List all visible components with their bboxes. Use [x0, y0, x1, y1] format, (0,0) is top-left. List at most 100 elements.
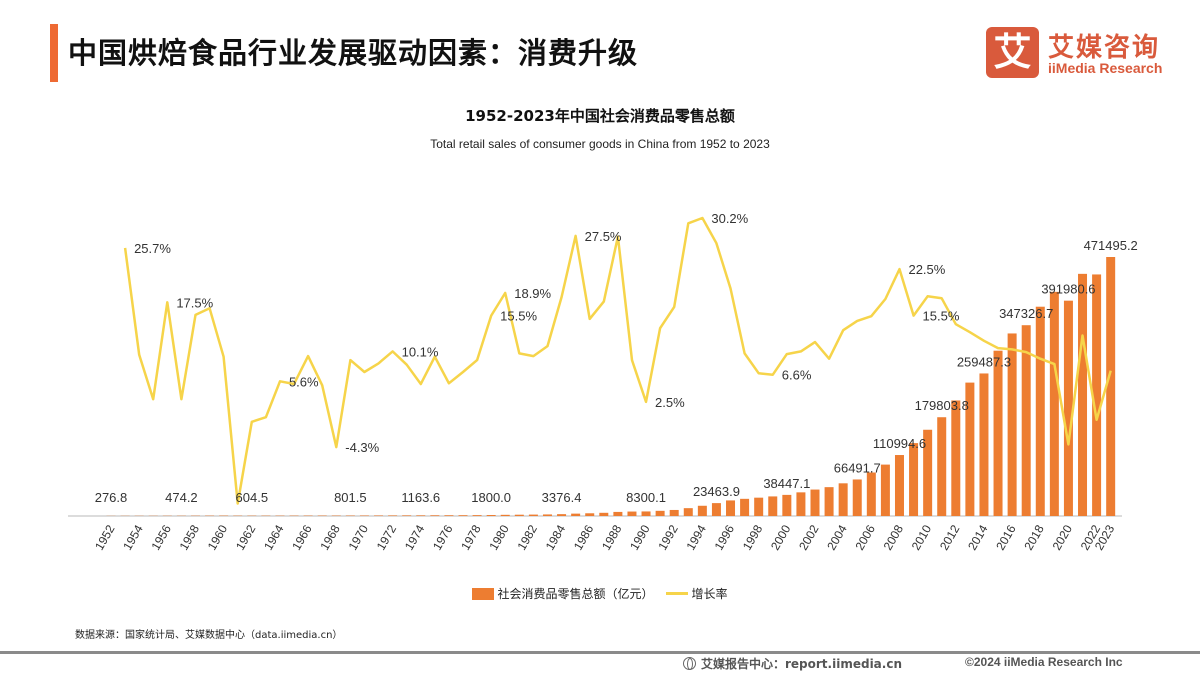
bar-2021	[1078, 273, 1088, 516]
bar-value-label: 1163.6	[401, 490, 440, 505]
bar-2022	[1092, 274, 1102, 516]
growth-value-label: -4.3%	[345, 440, 379, 455]
bar-1985	[571, 513, 581, 516]
footer-divider	[0, 651, 1200, 654]
bar-2008	[894, 455, 904, 516]
bar-1976	[444, 515, 454, 516]
bar-value-label: 347326.7	[999, 306, 1053, 321]
bar-1992	[669, 509, 679, 516]
growth-value-label: 2.5%	[655, 395, 685, 410]
bar-value-label: 471495.2	[1084, 238, 1138, 253]
page-title: 中国烘焙食品行业发展驱动因素：消费升级	[68, 36, 639, 70]
legend-bar-label: 社会消费品零售总额（亿元）	[497, 587, 654, 601]
bar-1995	[711, 503, 721, 516]
bar-value-label: 38447.1	[763, 476, 810, 491]
bar-1998	[754, 497, 764, 516]
bar-value-label: 801.5	[334, 490, 367, 505]
bar-2009	[909, 443, 919, 516]
bar-1974	[416, 515, 426, 516]
bar-2005	[852, 479, 862, 516]
x-tick-label: 2006	[852, 522, 878, 552]
bar-1987	[599, 512, 609, 516]
bar-1972	[388, 515, 398, 516]
bar-2016	[1007, 333, 1017, 516]
x-tick-label: 1970	[346, 522, 372, 552]
bar-1980	[500, 514, 510, 516]
x-tick-label: 1986	[571, 522, 597, 552]
x-tick-label: 1992	[655, 522, 681, 552]
bar-1981	[514, 514, 524, 516]
footer-report-center: 艾媒报告中心：report.iimedia.cn	[683, 655, 902, 672]
logo-en: iiMedia Research	[1048, 60, 1163, 76]
bar-1996	[726, 500, 736, 516]
growth-value-label: 5.6%	[289, 374, 319, 389]
bar-1994	[697, 505, 707, 516]
bar-value-label: 3376.4	[542, 490, 582, 505]
x-tick-label: 1984	[543, 522, 569, 552]
bar-1991	[655, 510, 665, 516]
footer-copyright: ©2024 iiMedia Research Inc	[965, 655, 1123, 669]
growth-value-label: 25.7%	[134, 241, 171, 256]
bar-value-label: 1800.0	[471, 490, 511, 505]
x-tick-label: 1956	[148, 522, 174, 552]
growth-value-label: 30.2%	[711, 211, 748, 226]
chart-subtitle: Total retail sales of consumer goods in …	[430, 137, 770, 151]
title-accent-bar	[50, 24, 58, 82]
bar-1988	[613, 511, 623, 516]
bar-1999	[768, 496, 778, 516]
x-tick-label: 2020	[1050, 522, 1076, 552]
x-tick-label: 1962	[233, 522, 259, 552]
x-tick-label: 2004	[824, 522, 850, 552]
bar-1982	[528, 514, 538, 516]
x-tick-label: 1954	[120, 522, 146, 552]
bar-1977	[458, 515, 468, 516]
x-tick-label: 2018	[1021, 522, 1047, 552]
logo-mark: 艾	[986, 27, 1039, 78]
bar-2015	[993, 350, 1003, 516]
bar-1975	[430, 515, 440, 516]
bar-1978	[472, 515, 482, 516]
bar-2004	[838, 483, 848, 516]
growth-value-label: 15.5%	[923, 309, 960, 324]
bar-1989	[627, 511, 637, 516]
x-tick-label: 1978	[458, 522, 484, 552]
chart: 1952 1954 1956 1958 1960 1962 1964 1966 1968 1970…	[68, 211, 1138, 553]
x-tick-label: 1964	[261, 522, 287, 552]
x-tick-label: 1960	[205, 522, 231, 552]
legend-line-label: 增长率	[691, 587, 728, 601]
bar-2010	[923, 429, 933, 516]
data-source: 数据来源：国家统计局、艾媒数据中心（data.iimedia.cn）	[75, 630, 343, 641]
growth-value-label: 22.5%	[908, 262, 945, 277]
bar-value-label: 110994.6	[873, 436, 926, 451]
bar-2017	[1021, 325, 1031, 516]
x-tick-label: 1988	[599, 522, 625, 552]
bar-2007	[880, 464, 890, 516]
legend-bar-swatch	[472, 587, 495, 600]
growth-value-label: 10.1%	[402, 344, 439, 359]
bar-1986	[585, 513, 595, 516]
bar-value-label: 179803.8	[915, 398, 969, 413]
footer-report-text: 艾媒报告中心：report.iimedia.cn	[701, 657, 902, 671]
x-tick-label: 1972	[374, 522, 400, 552]
bar-value-label: 474.2	[165, 490, 198, 505]
growth-value-label: 27.5%	[585, 229, 622, 244]
x-tick-label: 2010	[909, 522, 935, 552]
bar-2019	[1049, 291, 1059, 516]
x-tick-label: 1996	[712, 522, 738, 552]
bar-2006	[866, 472, 876, 516]
growth-value-label: 18.9%	[514, 286, 551, 301]
x-tick-label: 2008	[881, 522, 907, 552]
growth-value-label: 6.6%	[782, 368, 812, 383]
bar-2018	[1035, 306, 1045, 516]
iimedia-logo: 艾 艾媒咨询 iiMedia Research	[986, 27, 1181, 81]
x-tick-label: 1952	[92, 522, 118, 552]
chart-title: 1952-2023年中国社会消费品零售总额	[465, 107, 735, 125]
x-tick-label: 2012	[937, 522, 963, 552]
bar-1993	[683, 508, 693, 516]
bar-1971	[374, 515, 384, 516]
x-tick-label: 1998	[740, 522, 766, 552]
x-tick-label: 1990	[627, 522, 653, 552]
growth-line	[123, 216, 1112, 505]
legend: 社会消费品零售总额（亿元） 增长率	[0, 585, 1200, 602]
x-tick-label: 1974	[402, 522, 428, 552]
